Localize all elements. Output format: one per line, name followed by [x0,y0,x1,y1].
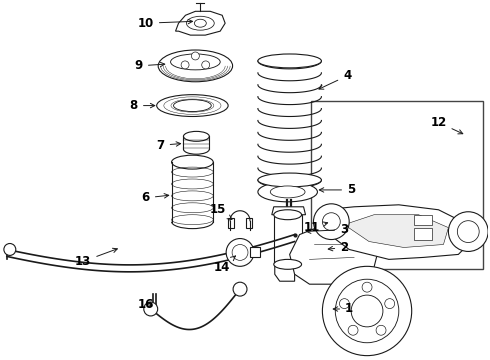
Circle shape [322,213,340,231]
Circle shape [232,244,248,260]
Polygon shape [290,220,379,284]
Polygon shape [228,218,234,228]
Polygon shape [175,11,225,35]
Polygon shape [250,247,260,257]
Ellipse shape [187,16,214,30]
Circle shape [351,295,383,327]
Ellipse shape [258,182,318,202]
Ellipse shape [258,173,321,187]
Ellipse shape [173,100,211,112]
Text: 4: 4 [319,69,351,89]
Text: 3: 3 [306,223,348,236]
Ellipse shape [274,260,301,269]
Polygon shape [275,262,301,281]
Ellipse shape [158,50,233,82]
Circle shape [4,243,16,255]
Circle shape [144,302,158,316]
Circle shape [181,61,189,69]
Ellipse shape [258,54,321,68]
Text: 6: 6 [142,192,169,204]
Circle shape [192,52,199,60]
Ellipse shape [274,210,301,220]
Circle shape [362,282,372,292]
Text: 8: 8 [130,99,155,112]
Text: 9: 9 [135,59,165,72]
Circle shape [376,325,386,335]
Text: 1: 1 [333,302,353,315]
Ellipse shape [172,155,213,169]
Polygon shape [274,215,301,264]
Circle shape [233,282,247,296]
Text: 7: 7 [157,139,181,152]
Polygon shape [344,215,448,247]
Text: 10: 10 [138,17,193,30]
Ellipse shape [195,19,206,27]
Text: 16: 16 [138,297,154,311]
Ellipse shape [183,131,209,141]
Circle shape [385,299,394,309]
Circle shape [340,299,349,309]
Text: 13: 13 [75,248,117,268]
Circle shape [322,266,412,356]
Ellipse shape [171,54,220,70]
Text: 11: 11 [303,221,328,234]
Circle shape [314,204,349,239]
Bar [414,215,432,225]
Circle shape [348,325,358,335]
Circle shape [226,239,254,266]
Ellipse shape [270,186,305,198]
Text: 15: 15 [210,203,232,220]
Circle shape [202,61,210,69]
Circle shape [335,279,399,343]
Bar [312,100,483,269]
Polygon shape [272,207,306,215]
Circle shape [457,221,479,243]
Text: 5: 5 [319,184,355,197]
Ellipse shape [157,95,228,117]
Circle shape [448,212,488,251]
Text: 12: 12 [430,116,463,134]
Text: 2: 2 [328,241,348,254]
Polygon shape [324,205,473,260]
Bar [414,228,432,239]
Text: 14: 14 [214,256,235,274]
Polygon shape [246,218,252,228]
